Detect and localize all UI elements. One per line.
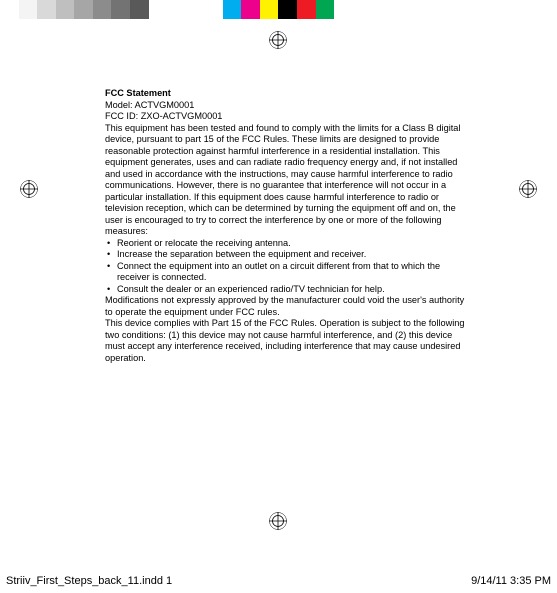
model-line: Model: ACTVGM0001 bbox=[105, 100, 467, 112]
paragraph-1: This equipment has been tested and found… bbox=[105, 123, 467, 238]
color-swatch bbox=[260, 0, 279, 19]
list-item: Consult the dealer or an experienced rad… bbox=[105, 284, 467, 296]
color-swatch bbox=[538, 0, 557, 19]
list-item: Increase the separation between the equi… bbox=[105, 249, 467, 261]
fcc-heading: FCC Statement bbox=[105, 88, 467, 100]
color-swatch bbox=[446, 0, 465, 19]
measures-list: Reorient or relocate the receiving anten… bbox=[105, 238, 467, 296]
color-swatch bbox=[167, 0, 186, 19]
printer-color-bar bbox=[0, 0, 557, 19]
registration-mark-icon bbox=[519, 180, 537, 198]
color-swatch bbox=[93, 0, 112, 19]
color-swatch bbox=[0, 0, 19, 19]
color-swatch bbox=[353, 0, 372, 19]
slug-timestamp: 9/14/11 3:35 PM bbox=[471, 575, 551, 587]
registration-mark-icon bbox=[20, 180, 38, 198]
color-swatch bbox=[464, 0, 483, 19]
list-item: Connect the equipment into an outlet on … bbox=[105, 261, 467, 284]
color-swatch bbox=[316, 0, 335, 19]
color-swatch bbox=[427, 0, 446, 19]
color-swatch bbox=[186, 0, 205, 19]
color-swatch bbox=[390, 0, 409, 19]
color-swatch bbox=[501, 0, 520, 19]
list-item: Reorient or relocate the receiving anten… bbox=[105, 238, 467, 250]
color-swatch bbox=[19, 0, 38, 19]
color-swatch bbox=[408, 0, 427, 19]
color-swatch bbox=[278, 0, 297, 19]
color-swatch bbox=[74, 0, 93, 19]
color-swatch bbox=[334, 0, 353, 19]
color-swatch bbox=[483, 0, 502, 19]
document-body: FCC Statement Model: ACTVGM0001 FCC ID: … bbox=[105, 88, 467, 364]
registration-mark-icon bbox=[269, 512, 287, 530]
color-swatch bbox=[297, 0, 316, 19]
color-swatch bbox=[520, 0, 539, 19]
slug-filename: Striiv_First_Steps_back_11.indd 1 bbox=[6, 575, 172, 587]
color-swatch bbox=[149, 0, 168, 19]
color-swatch bbox=[130, 0, 149, 19]
color-swatch bbox=[111, 0, 130, 19]
color-swatch bbox=[56, 0, 75, 19]
fcc-id-line: FCC ID: ZXO-ACTVGM0001 bbox=[105, 111, 467, 123]
registration-mark-icon bbox=[269, 31, 287, 49]
color-swatch bbox=[37, 0, 56, 19]
color-swatch bbox=[223, 0, 242, 19]
slug-line: Striiv_First_Steps_back_11.indd 1 9/14/1… bbox=[6, 575, 551, 587]
paragraph-3: This device complies with Part 15 of the… bbox=[105, 318, 467, 364]
color-swatch bbox=[204, 0, 223, 19]
paragraph-2: Modifications not expressly approved by … bbox=[105, 295, 467, 318]
color-swatch bbox=[241, 0, 260, 19]
color-swatch bbox=[371, 0, 390, 19]
